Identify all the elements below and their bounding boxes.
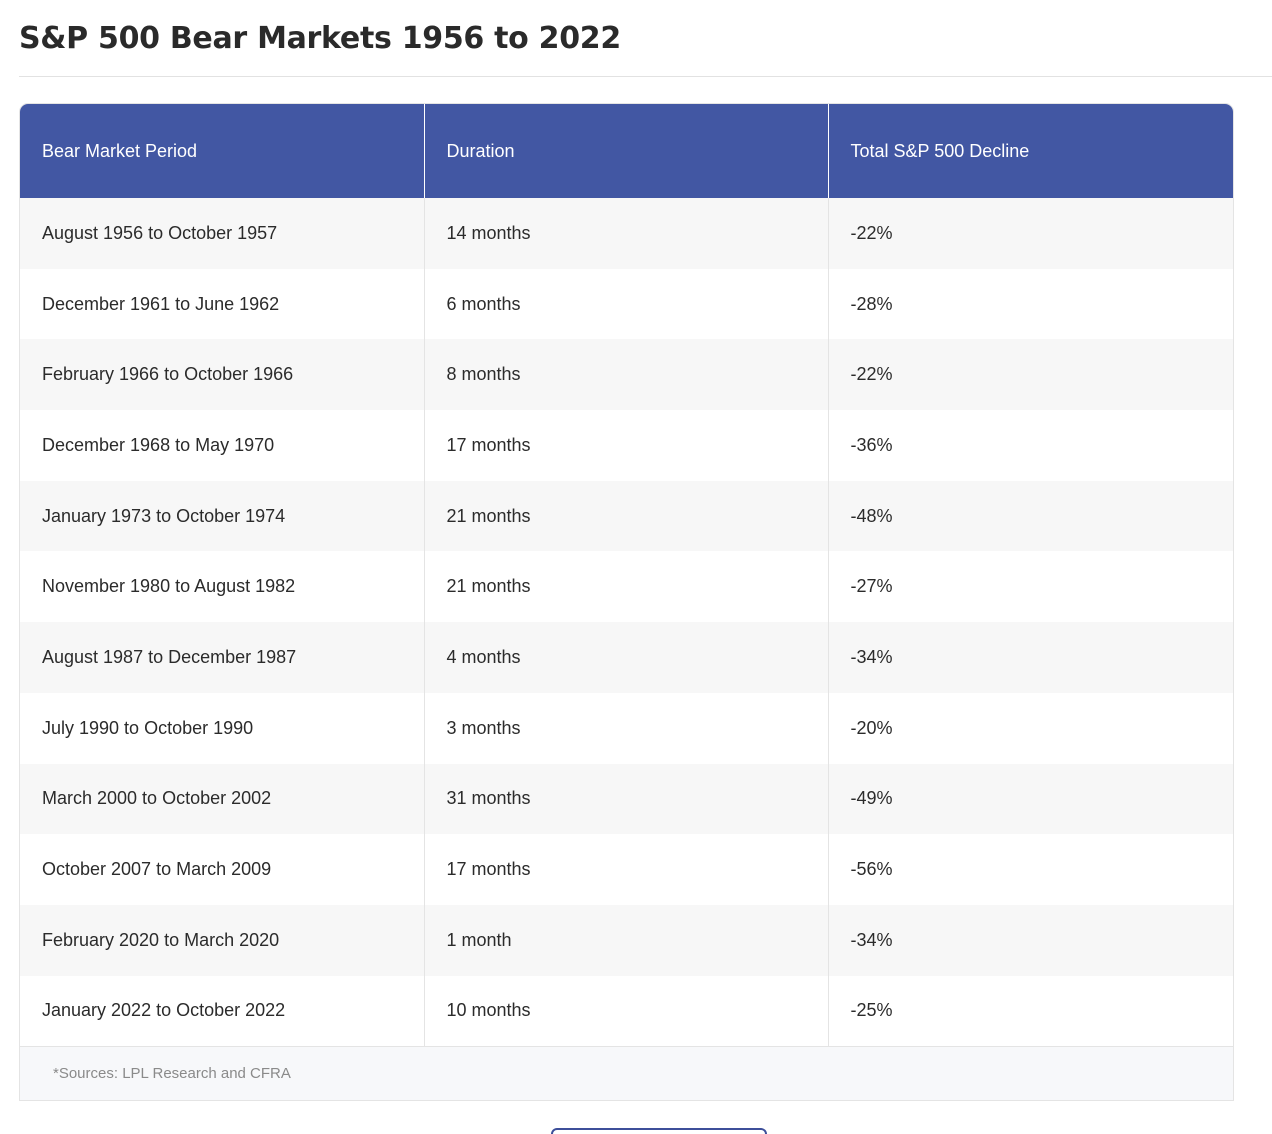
table-row: August 1956 to October 1957 14 months -2… [20, 198, 1233, 269]
cell-period: February 2020 to March 2020 [20, 904, 424, 976]
cell-period: March 2000 to October 2002 [20, 763, 424, 835]
bear-markets-table-container: Bear Market Period Duration Total S&P 50… [19, 103, 1234, 1102]
cell-period: February 1966 to October 1966 [20, 339, 424, 411]
cell-period: October 2007 to March 2009 [20, 834, 424, 905]
sources-footnote: *Sources: LPL Research and CFRA [20, 1046, 1233, 1101]
cell-period: July 1990 to October 1990 [20, 692, 424, 764]
cell-period: August 1987 to December 1987 [20, 622, 424, 693]
table-row: February 1966 to October 1966 8 months -… [20, 339, 1233, 411]
cell-decline: -34% [827, 622, 1233, 693]
cell-period: August 1956 to October 1957 [20, 198, 424, 269]
cell-decline: -36% [827, 410, 1233, 481]
cell-duration: 3 months [423, 692, 828, 764]
cell-decline: -22% [827, 198, 1233, 269]
cell-duration: 8 months [423, 339, 828, 411]
cell-decline: -22% [827, 339, 1233, 411]
cell-duration: 21 months [423, 480, 828, 552]
cell-duration: 17 months [423, 834, 828, 905]
cell-duration: 17 months [423, 410, 828, 481]
table-row: November 1980 to August 1982 21 months -… [20, 551, 1233, 623]
table-row: January 1973 to October 1974 21 months -… [20, 480, 1233, 552]
table-row: January 2022 to October 2022 10 months -… [20, 975, 1233, 1047]
header-decline: Total S&P 500 Decline [827, 104, 1233, 198]
cell-period: November 1980 to August 1982 [20, 551, 424, 623]
cell-duration: 21 months [423, 551, 828, 623]
table-row: February 2020 to March 2020 1 month -34% [20, 904, 1233, 976]
header-period: Bear Market Period [20, 104, 424, 198]
cell-duration: 10 months [423, 975, 828, 1047]
cell-duration: 14 months [423, 198, 828, 269]
cell-decline: -49% [827, 763, 1233, 835]
header-duration: Duration [423, 104, 828, 198]
cell-decline: -28% [827, 268, 1233, 340]
cell-decline: -20% [827, 692, 1233, 764]
table-row: December 1968 to May 1970 17 months -36% [20, 410, 1233, 481]
table-row: December 1961 to June 1962 6 months -28% [20, 268, 1233, 340]
table-row: March 2000 to October 2002 31 months -49… [20, 763, 1233, 835]
partially-visible-button[interactable] [551, 1128, 767, 1134]
cell-decline: -25% [827, 975, 1233, 1047]
cell-decline: -34% [827, 904, 1233, 976]
cell-duration: 1 month [423, 904, 828, 976]
cell-duration: 4 months [423, 622, 828, 693]
cell-period: January 2022 to October 2022 [20, 975, 424, 1047]
cell-period: January 1973 to October 1974 [20, 480, 424, 552]
sources-text: *Sources: LPL Research and CFRA [53, 1065, 291, 1083]
cell-decline: -56% [827, 834, 1233, 905]
cell-period: December 1961 to June 1962 [20, 268, 424, 340]
title-divider [19, 76, 1272, 77]
cell-period: December 1968 to May 1970 [20, 410, 424, 481]
table-header-row: Bear Market Period Duration Total S&P 50… [20, 104, 1233, 198]
cell-decline: -27% [827, 551, 1233, 623]
table-row: August 1987 to December 1987 4 months -3… [20, 622, 1233, 693]
cell-duration: 31 months [423, 763, 828, 835]
bear-markets-table: Bear Market Period Duration Total S&P 50… [20, 104, 1233, 1047]
table-row: October 2007 to March 2009 17 months -56… [20, 834, 1233, 905]
table-row: July 1990 to October 1990 3 months -20% [20, 692, 1233, 764]
cell-decline: -48% [827, 480, 1233, 552]
page-title: S&P 500 Bear Markets 1956 to 2022 [19, 21, 621, 56]
cell-duration: 6 months [423, 268, 828, 340]
